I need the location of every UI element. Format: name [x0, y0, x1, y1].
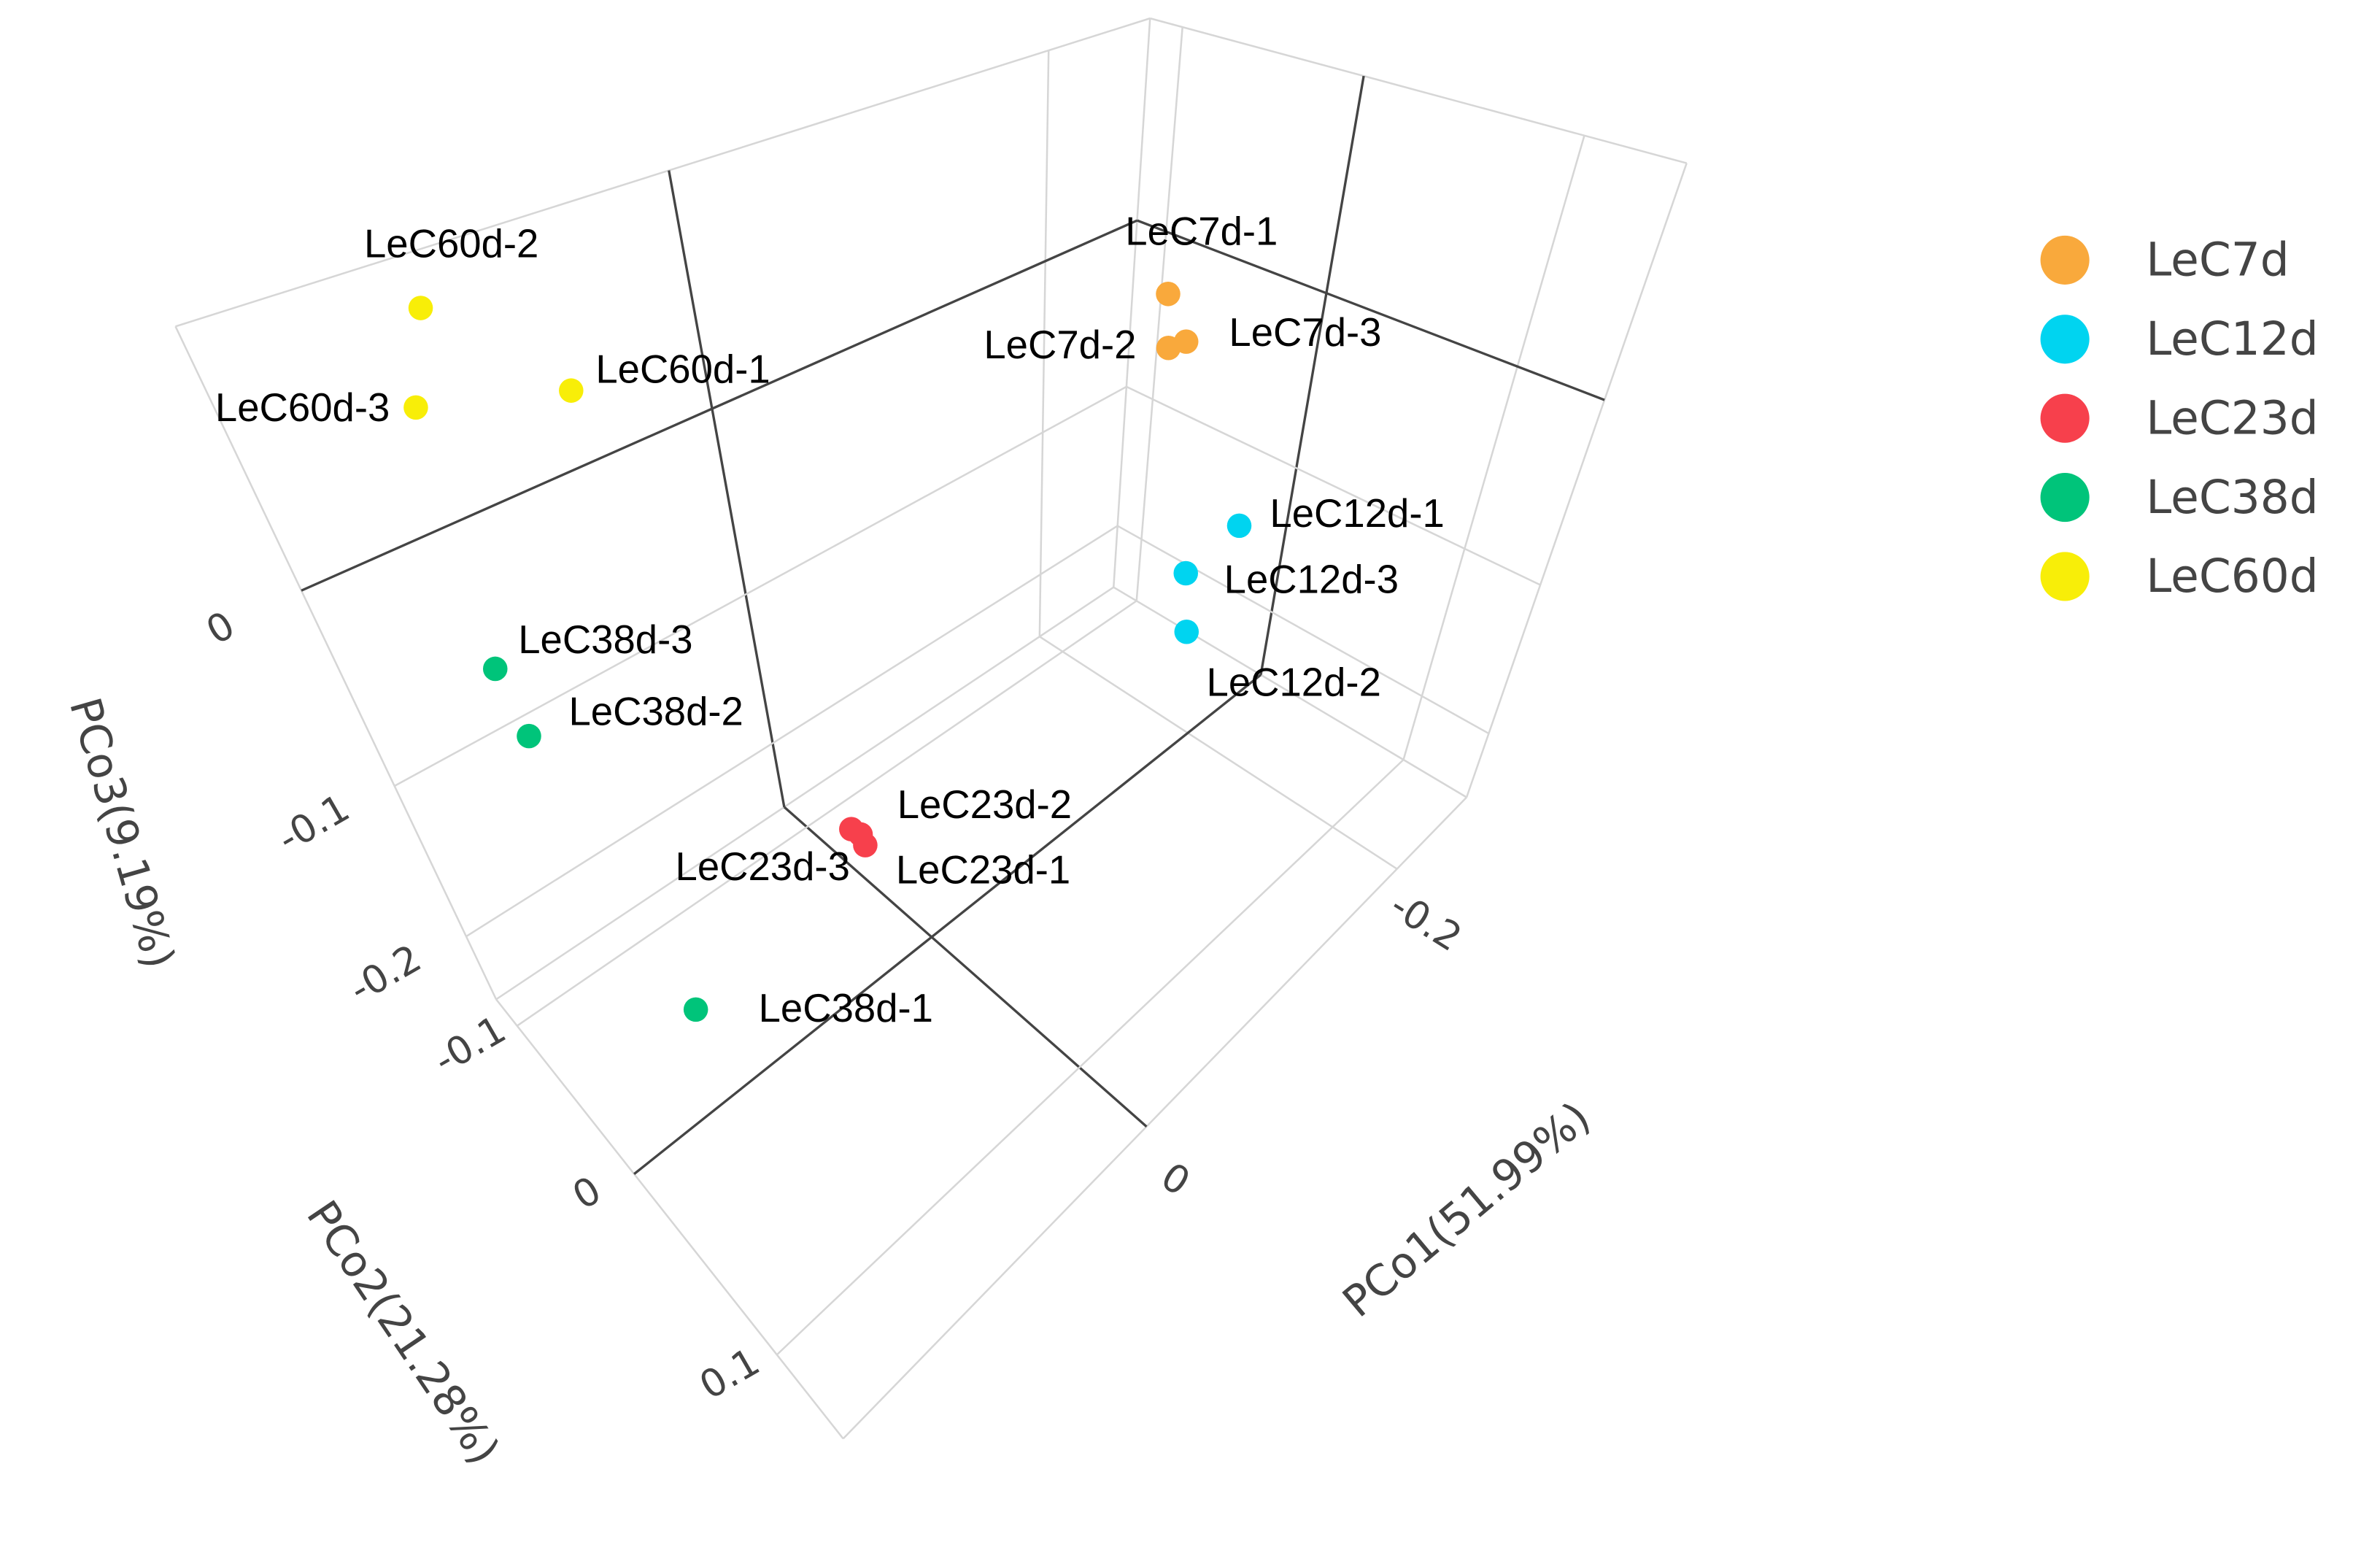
- point-label: LeC60d-2: [364, 222, 538, 266]
- tick-label: -0.2: [342, 936, 429, 1012]
- point-label: LeC38d-3: [518, 617, 692, 662]
- wall-edge: [1465, 163, 1688, 798]
- grid-line: [668, 170, 786, 808]
- wall-edge: [495, 998, 844, 1440]
- point-label: LeC12d-2: [1207, 660, 1381, 705]
- tick-label: 0: [565, 1168, 608, 1219]
- point-label: LeC60d-3: [215, 385, 390, 430]
- points: LeC7d-1 LeC7d-2 LeC7d-3 LeC12d-1 LeC12d-2 LeC…: [215, 209, 1445, 1030]
- point: [683, 997, 708, 1022]
- grid-line: [301, 219, 1138, 592]
- wall-edge: [495, 586, 1114, 1001]
- grid-line: [1402, 135, 1585, 760]
- point-label: LeC7d-2: [984, 323, 1136, 367]
- point-label: LeC7d-1: [1125, 209, 1278, 253]
- legend-marker: [2040, 235, 2090, 285]
- wall-edge: [842, 796, 1468, 1440]
- point: [408, 296, 433, 320]
- point-label: LeC12d-3: [1224, 557, 1399, 601]
- point-label: LeC23d-2: [897, 782, 1072, 827]
- grid-line: [394, 385, 1127, 787]
- grid-line: [1038, 50, 1050, 637]
- grid-line: [776, 759, 1405, 1356]
- point-label: LeC23d-1: [896, 847, 1070, 892]
- point: [848, 822, 873, 847]
- point-label: LeC12d-1: [1270, 491, 1444, 536]
- tick-label: -0.1: [270, 786, 357, 862]
- legend-marker: [2040, 393, 2090, 443]
- legend-label: LeC7d: [2146, 234, 2289, 287]
- legend-label: LeC60d: [2146, 550, 2318, 603]
- point: [482, 656, 508, 682]
- wall-edge: [174, 325, 498, 1000]
- grid-line: [1039, 636, 1398, 870]
- point: [1174, 619, 1199, 644]
- legend-marker: [2040, 552, 2090, 601]
- point: [517, 723, 541, 749]
- tick-label: -0.2: [1383, 883, 1469, 960]
- tick-label: 0: [1154, 1155, 1198, 1205]
- legend-label: LeC12d: [2146, 312, 2318, 366]
- point: [1173, 560, 1199, 586]
- point: [1226, 513, 1252, 539]
- grid-line: [1259, 75, 1365, 675]
- tick-label: 0.1: [692, 1339, 768, 1408]
- z-axis-title: PCo3(9.19%): [60, 693, 185, 974]
- point: [403, 395, 428, 420]
- grid-line: [783, 806, 1148, 1128]
- tick-label: 0: [199, 603, 242, 654]
- legend-label: LeC23d: [2146, 391, 2318, 444]
- point-label: LeC38d-2: [568, 690, 743, 734]
- legend: LeC7d LeC12d LeC23d LeC38d LeC60d: [2040, 234, 2319, 603]
- point-label: LeC60d-1: [595, 347, 770, 391]
- y-axis-title: PCo2(21.28%): [297, 1192, 509, 1473]
- point: [1156, 282, 1181, 307]
- point-label: LeC7d-3: [1229, 310, 1381, 355]
- point: [559, 378, 584, 403]
- grid-line: [1135, 27, 1183, 601]
- legend-marker: [2040, 315, 2090, 364]
- wall-edge: [1113, 18, 1151, 587]
- point: [1173, 329, 1199, 354]
- x-axis-title: PCo1(51.99%): [1334, 1092, 1600, 1327]
- wall-edge: [175, 17, 1151, 328]
- grid-line: [1136, 219, 1605, 401]
- grid-line: [633, 674, 1262, 1176]
- tick-label: -0.1: [427, 1007, 514, 1083]
- point-label: LeC38d-1: [759, 986, 933, 1030]
- grid-line: [465, 525, 1118, 938]
- legend-label: LeC38d: [2146, 471, 2318, 524]
- wall-edge: [1149, 17, 1688, 164]
- grid: [174, 17, 1688, 1440]
- grid-line: [1117, 525, 1490, 735]
- grid-line: [1126, 385, 1541, 586]
- grid-line: [517, 600, 1137, 1027]
- wall-edge: [1113, 586, 1467, 798]
- legend-marker: [2040, 473, 2090, 523]
- point-label: LeC23d-3: [676, 844, 850, 889]
